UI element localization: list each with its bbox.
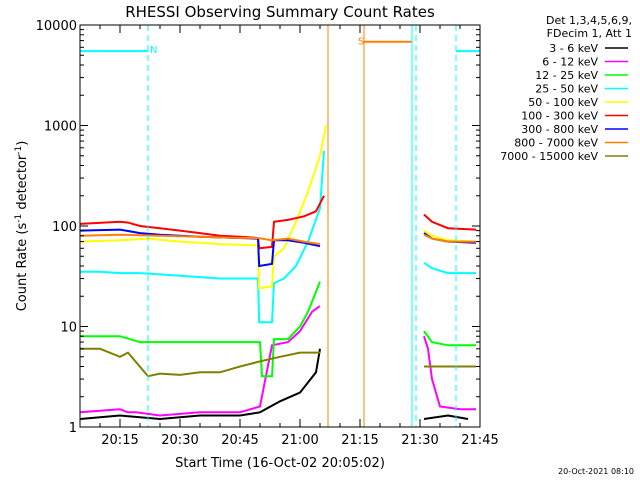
timestamp: 20-Oct-2021 08:10 (558, 467, 634, 476)
y-tick-label: 1000 (44, 120, 77, 135)
x-tick-label: 20:45 (221, 433, 258, 448)
y-axis-label-part: detector (15, 154, 30, 214)
series-line-3-seg-2 (80, 150, 325, 324)
x-tick-label: 20:15 (101, 433, 138, 448)
legend-entry-label: 100 - 300 keV (521, 110, 598, 123)
legend-entry-label: 12 - 25 keV (535, 69, 598, 82)
x-tick-label: 21:00 (281, 433, 318, 448)
axis-layer: 20:15 20:30 20:45 21:00 21:15 21:30 21:45 1 10 10… (36, 19, 499, 448)
x-tick-label: 21:45 (461, 433, 498, 448)
y-tick-label: 10 (60, 321, 77, 336)
legend-header-line: Det 1,3,4,5,6,9, (546, 14, 632, 27)
y-axis-label-sup: -1 (14, 214, 24, 223)
series-line-2-seg-0 (80, 281, 321, 378)
x-axis-label: Start Time (16-Oct-02 20:05:02) (175, 456, 385, 471)
annotation-0: N (150, 45, 157, 56)
y-axis-label-part: Count Rate (s (15, 223, 30, 312)
series-line-1-seg-0 (79, 305, 321, 417)
series-layer (79, 40, 480, 421)
chart-title: RHESSI Observing Summary Count Rates (125, 3, 435, 21)
legend-entry-label: 800 - 7000 keV (514, 137, 598, 150)
x-tick-label: 21:15 (341, 433, 378, 448)
legend-entry-label: 6 - 12 keV (542, 56, 598, 69)
series-line-0-seg-0 (79, 348, 321, 421)
y-axis-label-part: ) (15, 141, 30, 146)
series-line-4-seg-0 (79, 125, 327, 290)
series-line-2-seg-1 (423, 330, 476, 347)
legend: Det 1,3,4,5,6,9, FDecim 1, Att 1 3 - 6 k… (500, 14, 632, 163)
y-axis-label-sup: -1 (14, 146, 24, 155)
legend-entry-label: 50 - 100 keV (528, 96, 598, 109)
x-tick-label: 20:30 (161, 433, 198, 448)
legend-entry-label: 25 - 50 keV (535, 83, 598, 96)
series-line-5-seg-0 (79, 195, 325, 250)
y-tick-label: 100 (52, 220, 77, 235)
y-tick-label: 1 (69, 421, 77, 436)
series-line-7-seg-1 (79, 233, 321, 246)
annotation-1: S (358, 37, 364, 48)
y-axis-label: Count Rate (s-1 detector-1) (14, 141, 30, 312)
series-line-5-seg-1 (423, 213, 477, 231)
series-line-3-seg-3 (423, 261, 476, 275)
legend-entry-label: 300 - 800 keV (521, 123, 598, 136)
series-line-4-seg-1 (423, 229, 477, 243)
series-line-8-seg-0 (80, 347, 320, 378)
legend-entry-label: 7000 - 15000 keV (500, 150, 598, 163)
series-line-7-seg-2 (423, 233, 476, 243)
x-tick-label: 21:30 (401, 433, 438, 448)
legend-entry-label: 3 - 6 keV (549, 42, 598, 55)
legend-header-line: FDecim 1, Att 1 (547, 27, 632, 40)
series-line-0-seg-1 (423, 414, 469, 420)
series-line-1-seg-1 (423, 335, 476, 411)
y-tick-label: 10000 (36, 19, 77, 34)
